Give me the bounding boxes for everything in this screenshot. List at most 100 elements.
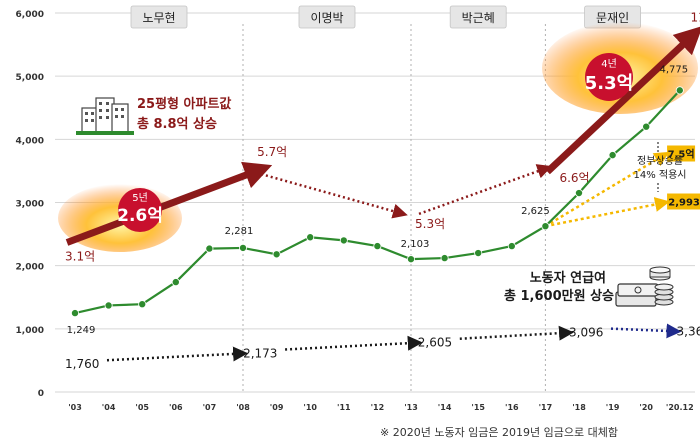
- income-data-point: [272, 250, 281, 259]
- apartment-callout-line2: 총 8.8억 상승: [137, 116, 217, 132]
- income-data-point: [575, 189, 584, 198]
- x-tick-label: '14: [438, 403, 452, 412]
- badge-4-years-top: 4년: [601, 58, 617, 70]
- badge-5-years-main: 2.6억: [117, 206, 163, 226]
- badge-5-years: 5년 2.6억: [117, 188, 163, 232]
- income-value-label: 2,605: [418, 336, 452, 350]
- apartment-arrow-bold: [65, 161, 273, 246]
- x-tick-label: '11: [337, 403, 351, 412]
- period-label-box: [298, 5, 356, 29]
- projection-note: 정부상승률 14% 적용시: [633, 142, 687, 192]
- income-data-point: [104, 301, 113, 310]
- x-tick-label: '10: [303, 403, 317, 412]
- period-label-box: [449, 5, 507, 29]
- projection-note-line1: 정부상승률: [637, 155, 683, 167]
- income-data-point: [373, 242, 382, 251]
- period-label: 문재인: [596, 11, 629, 25]
- projection-layer: 7.5억 2,993: [544, 145, 700, 228]
- projection-arrow-upper: [544, 151, 670, 228]
- income-callout-line2: 총 1,600만원 상승: [504, 288, 614, 304]
- x-tick-label: '03: [68, 403, 82, 412]
- x-tick-label: '18: [572, 403, 586, 412]
- apartment-arrows: 3.1억 5.7억 5.3억 6.6억 11.9억: [65, 11, 700, 264]
- y-tick-label: 3,000: [16, 200, 44, 210]
- badge-4-years-main: 5.3억: [585, 73, 633, 94]
- income-arrow-dotted: [459, 325, 574, 341]
- period-label: 박근혜: [462, 11, 495, 25]
- money-stack-icon: [615, 266, 674, 307]
- income-data-point: [474, 249, 483, 258]
- income-data-point: [541, 222, 550, 231]
- y-tick-label: 5,000: [16, 73, 44, 83]
- y-tick-label: 1,000: [16, 326, 44, 336]
- footnote: ※ 2020년 노동자 임금은 2019년 임금으로 대체함: [380, 426, 618, 439]
- y-tick-label: 0: [38, 389, 44, 399]
- income-data-point: [642, 122, 651, 131]
- income-data-point: [675, 86, 684, 95]
- income-arrow-dotted: [285, 335, 423, 351]
- x-tick-label: '17: [539, 403, 553, 412]
- apartment-price-label: 11.9억: [691, 11, 700, 25]
- x-tick-label: '20.12: [666, 403, 694, 412]
- x-tick-label: '16: [505, 403, 519, 412]
- projection-value-label: 7.5억: [668, 148, 695, 160]
- x-tick-label: '07: [203, 403, 217, 412]
- income-data-point: [507, 242, 516, 251]
- income-data-point: [608, 151, 617, 160]
- income-data-label: 4,775: [659, 64, 688, 75]
- apartment-building-icon: [76, 97, 134, 135]
- x-tick-label: '08: [236, 403, 250, 412]
- apartment-callout-line1: 25평형 아파트값: [137, 96, 231, 112]
- income-data-point: [205, 244, 214, 253]
- badge-4-years: 4년 5.3억: [585, 53, 633, 101]
- income-arrow-dotted: [106, 346, 249, 362]
- income-value-label: 2,173: [243, 346, 277, 360]
- income-data-label: 2,281: [225, 226, 254, 237]
- income-value-label: 3,096: [569, 326, 603, 340]
- apartment-price-label: 3.1억: [65, 250, 95, 264]
- income-value-label: 3,360: [677, 324, 700, 338]
- x-tick-label: '04: [102, 403, 116, 412]
- income-data-point: [306, 233, 315, 242]
- x-tick-label: '15: [471, 403, 485, 412]
- x-tick-label: '09: [270, 403, 284, 412]
- income-data-point: [339, 236, 348, 245]
- apartment-price-label: 6.6억: [559, 171, 589, 185]
- income-arrows: 1,760 2,173 2,605 3,096 3,360: [65, 323, 700, 371]
- projection-value-box: [667, 193, 700, 210]
- projection-note-line2: 14% 적용시: [633, 169, 686, 181]
- income-data-point: [138, 300, 147, 309]
- x-axis: '03 '04 '05 '06 '07 '08 '09 '10 '11 '12 '13 '14 '15 '…: [68, 403, 693, 412]
- y-tick-label: 2,000: [16, 263, 44, 273]
- apartment-callout: 25평형 아파트값 총 8.8억 상승: [76, 96, 231, 135]
- income-value-label: 1,760: [65, 357, 99, 371]
- projection-arrow-lower: [545, 197, 670, 228]
- y-tick-label: 4,000: [16, 136, 44, 146]
- apartment-price-label: 5.7억: [257, 145, 287, 159]
- apartment-arrow-dotted: [260, 172, 408, 219]
- income-arrow-dotted: [610, 323, 682, 339]
- x-tick-label: '13: [404, 403, 418, 412]
- income-data-label: 1,249: [67, 325, 96, 336]
- apartment-arrow-bold: [545, 25, 700, 175]
- y-axis: 0 1,000 2,000 3,000 4,000 5,000 6,000: [16, 10, 44, 399]
- x-tick-label: '05: [135, 403, 149, 412]
- income-data-label: 2,625: [521, 206, 550, 217]
- projection-value-label: 2,993: [668, 198, 700, 209]
- income-data-point: [238, 243, 247, 252]
- x-tick-label: '12: [371, 403, 385, 412]
- apartment-price-label: 5.3억: [415, 217, 445, 231]
- x-tick-label: '19: [606, 403, 620, 412]
- projection-value-box: [667, 145, 696, 162]
- income-data-label: 2,103: [401, 239, 430, 250]
- income-data-point: [71, 309, 80, 318]
- income-data-point: [406, 255, 415, 264]
- badge-5-years-circle: [118, 188, 162, 232]
- period-label-box: [130, 5, 188, 29]
- series-layer: 1,249 2,281 2,103 2,625 4,775: [67, 64, 688, 336]
- x-tick-label: '06: [169, 403, 183, 412]
- period-label: 노무현: [142, 11, 175, 25]
- x-tick-label: '20: [639, 403, 653, 412]
- badge-5-years-top: 5년: [132, 192, 148, 204]
